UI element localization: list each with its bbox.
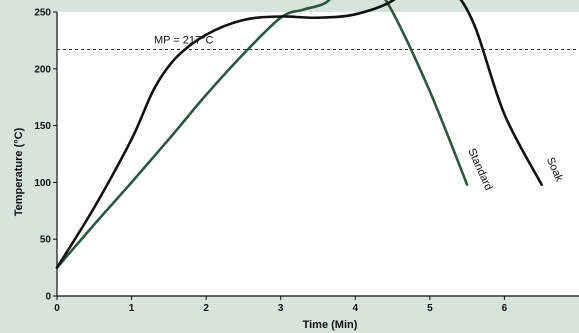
melting-point-label: MP = 217°C	[154, 34, 214, 46]
x-tick-label: 3	[278, 303, 284, 314]
x-tick-label: 4	[353, 303, 359, 314]
y-tick-label: 200	[34, 64, 51, 75]
plot-area	[57, 12, 579, 296]
x-tick-label: 2	[203, 303, 209, 314]
x-tick-label: 0	[54, 303, 60, 314]
y-tick-label: 100	[34, 178, 51, 189]
axes: 0 50 100 150 200 250 0 1 2 3 4 5 6 Time (Min) Temperat…	[13, 8, 579, 331]
reference-line-group: MP = 217°C	[57, 34, 579, 50]
series-line-standard	[55, 0, 469, 269]
y-tick-label: 250	[34, 8, 51, 19]
y-axis-label: Temperature (°C)	[13, 127, 25, 216]
y-tick-label: 150	[34, 121, 51, 132]
y-tick-label: 50	[40, 235, 52, 246]
x-tick-label: 5	[427, 303, 433, 314]
x-tick-label: 6	[502, 303, 508, 314]
y-tick-label: 0	[45, 292, 51, 303]
x-axis-label: Time (Min)	[303, 319, 358, 331]
series-group	[55, 0, 543, 269]
x-tick-label: 1	[129, 303, 135, 314]
series-line-soak	[55, 0, 543, 269]
